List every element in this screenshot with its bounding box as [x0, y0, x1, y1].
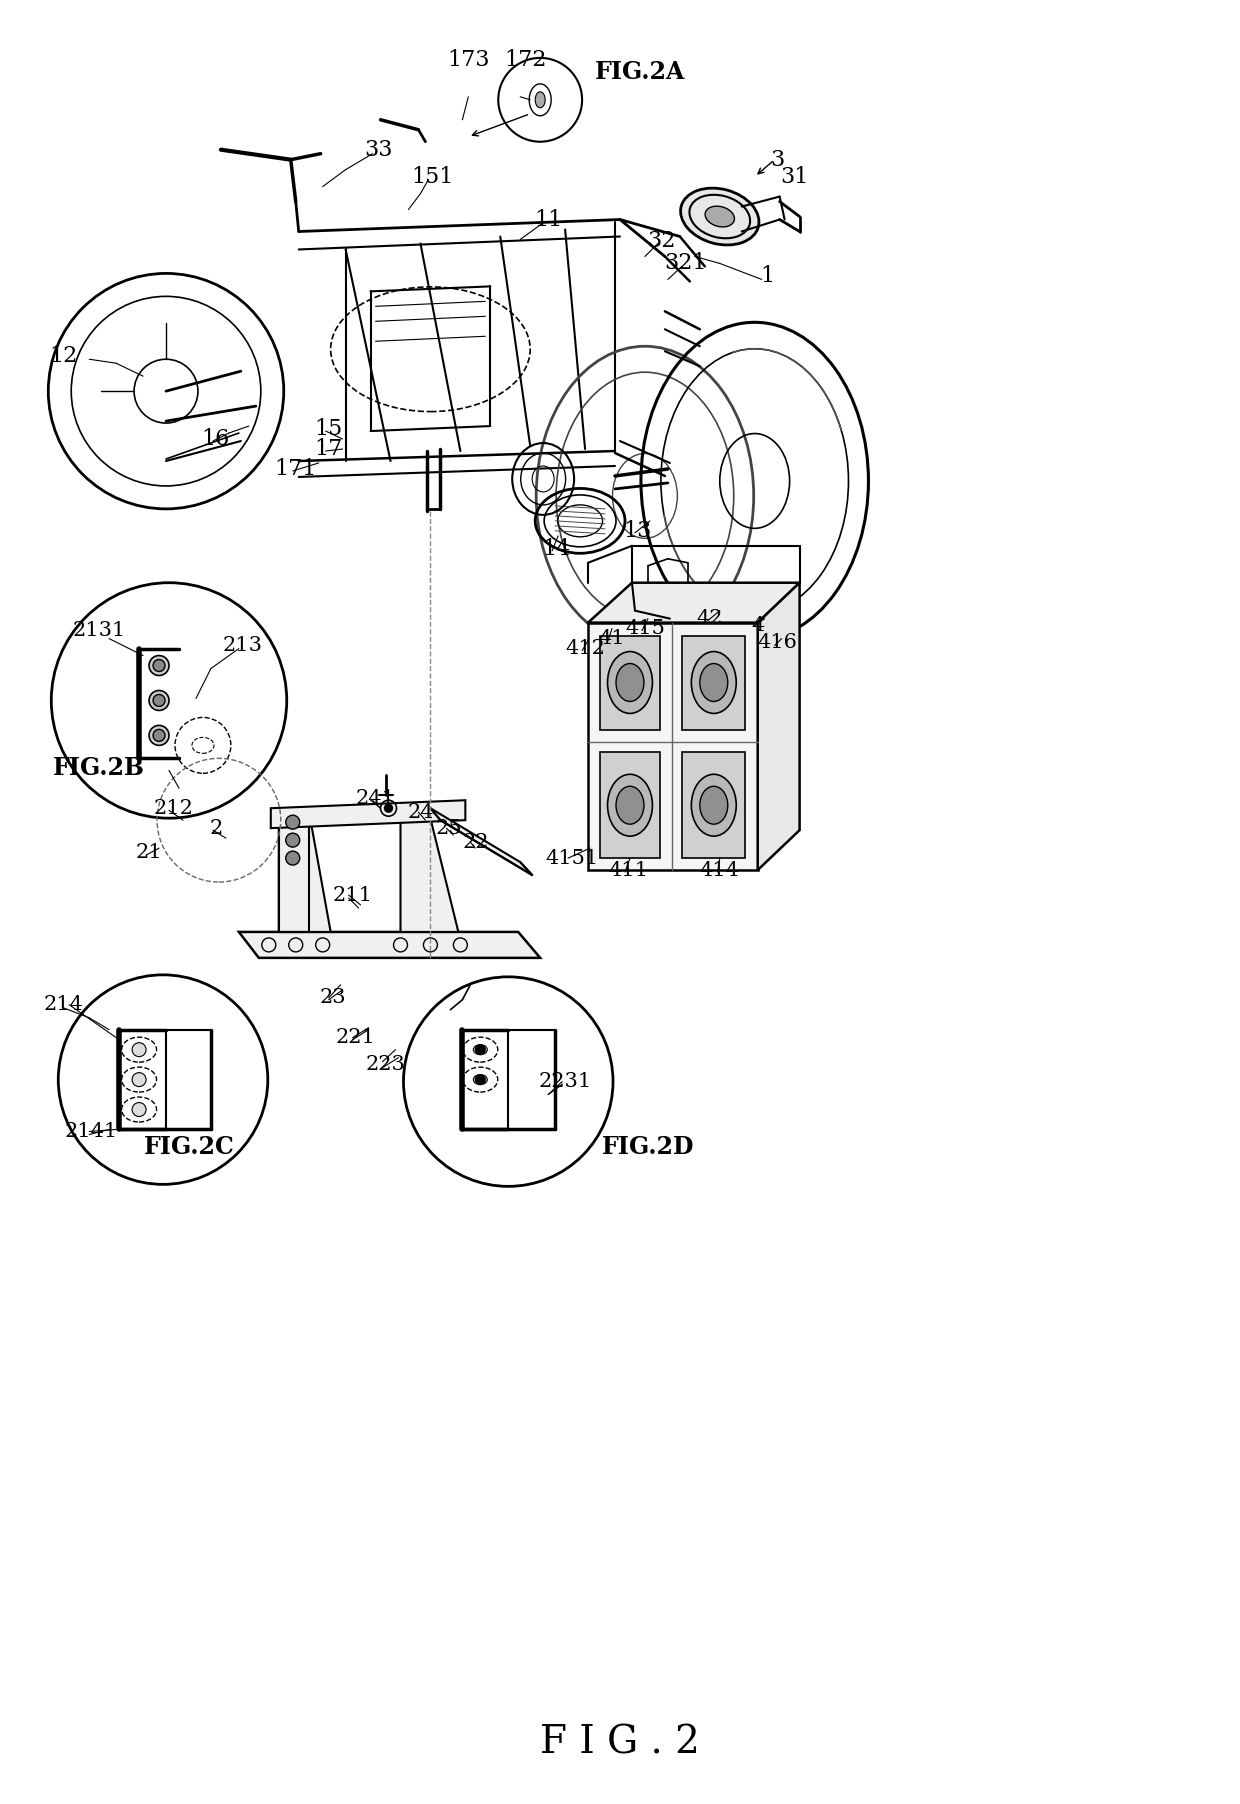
Circle shape: [149, 655, 169, 675]
Ellipse shape: [692, 774, 737, 835]
Polygon shape: [600, 752, 660, 859]
Polygon shape: [758, 583, 800, 870]
Text: 16: 16: [202, 428, 231, 449]
Text: FIG.2A: FIG.2A: [595, 60, 686, 83]
Ellipse shape: [616, 664, 644, 702]
Text: 4: 4: [751, 617, 764, 635]
Polygon shape: [270, 801, 465, 828]
Text: 214: 214: [43, 996, 83, 1014]
Ellipse shape: [536, 92, 546, 108]
Text: 2141: 2141: [64, 1122, 118, 1140]
Polygon shape: [430, 808, 532, 875]
Text: 13: 13: [624, 520, 652, 541]
Polygon shape: [682, 635, 745, 731]
Circle shape: [149, 725, 169, 745]
Text: 11: 11: [534, 209, 562, 231]
Circle shape: [285, 833, 300, 848]
Text: 411: 411: [608, 861, 649, 880]
Text: 32: 32: [647, 231, 676, 253]
Polygon shape: [279, 810, 331, 933]
Ellipse shape: [699, 664, 728, 702]
Text: FIG.2D: FIG.2D: [601, 1135, 694, 1160]
Text: 15: 15: [315, 419, 342, 440]
Ellipse shape: [706, 206, 734, 227]
Text: FIG.2C: FIG.2C: [144, 1135, 234, 1160]
Text: 31: 31: [780, 166, 808, 188]
Ellipse shape: [616, 787, 644, 824]
Text: 173: 173: [448, 49, 490, 70]
Text: 24: 24: [407, 803, 434, 821]
Circle shape: [285, 815, 300, 830]
Circle shape: [133, 1043, 146, 1057]
Text: 151: 151: [412, 166, 454, 188]
Text: 171: 171: [274, 458, 317, 480]
Ellipse shape: [681, 188, 759, 245]
Ellipse shape: [608, 651, 652, 713]
Circle shape: [153, 695, 165, 707]
Text: 412: 412: [565, 639, 605, 658]
Text: 14: 14: [542, 538, 570, 559]
Text: 21: 21: [135, 842, 162, 862]
Text: 23: 23: [320, 989, 346, 1007]
Text: 12: 12: [50, 345, 77, 368]
Text: 223: 223: [366, 1055, 405, 1073]
Ellipse shape: [692, 651, 737, 713]
Text: 415: 415: [625, 619, 665, 639]
Text: FIG.2B: FIG.2B: [53, 756, 145, 781]
Text: 213: 213: [223, 637, 263, 655]
Text: 1: 1: [760, 265, 775, 287]
Circle shape: [153, 729, 165, 741]
Text: 416: 416: [758, 633, 797, 651]
Text: 321: 321: [665, 253, 707, 274]
Text: 2131: 2131: [72, 621, 125, 640]
Text: 414: 414: [699, 861, 740, 880]
Ellipse shape: [699, 787, 728, 824]
Polygon shape: [401, 810, 459, 933]
Ellipse shape: [608, 774, 652, 835]
Text: 42: 42: [697, 610, 723, 628]
Text: 2: 2: [210, 819, 222, 837]
Polygon shape: [239, 933, 541, 958]
Text: 221: 221: [336, 1028, 376, 1046]
Circle shape: [475, 1045, 485, 1055]
Text: 211: 211: [332, 886, 372, 904]
Text: 41: 41: [599, 630, 625, 648]
Text: 241: 241: [356, 788, 396, 808]
Circle shape: [133, 1102, 146, 1117]
Circle shape: [285, 851, 300, 866]
Ellipse shape: [474, 1045, 487, 1055]
Text: 212: 212: [153, 799, 193, 817]
Ellipse shape: [474, 1075, 487, 1084]
Text: 17: 17: [315, 438, 342, 460]
Polygon shape: [600, 635, 660, 731]
Polygon shape: [588, 622, 758, 870]
Circle shape: [149, 691, 169, 711]
Circle shape: [133, 1073, 146, 1086]
Text: F I G . 2: F I G . 2: [541, 1725, 699, 1763]
Text: 22: 22: [463, 833, 489, 851]
Polygon shape: [682, 752, 745, 859]
Text: 2231: 2231: [538, 1072, 591, 1091]
Text: 3: 3: [770, 148, 785, 171]
Circle shape: [475, 1075, 485, 1084]
Polygon shape: [588, 583, 800, 622]
Text: 25: 25: [435, 819, 461, 837]
Text: 172: 172: [503, 49, 547, 70]
Circle shape: [384, 805, 393, 812]
Text: 4151: 4151: [546, 848, 599, 868]
Text: 33: 33: [365, 139, 393, 161]
Circle shape: [153, 660, 165, 671]
